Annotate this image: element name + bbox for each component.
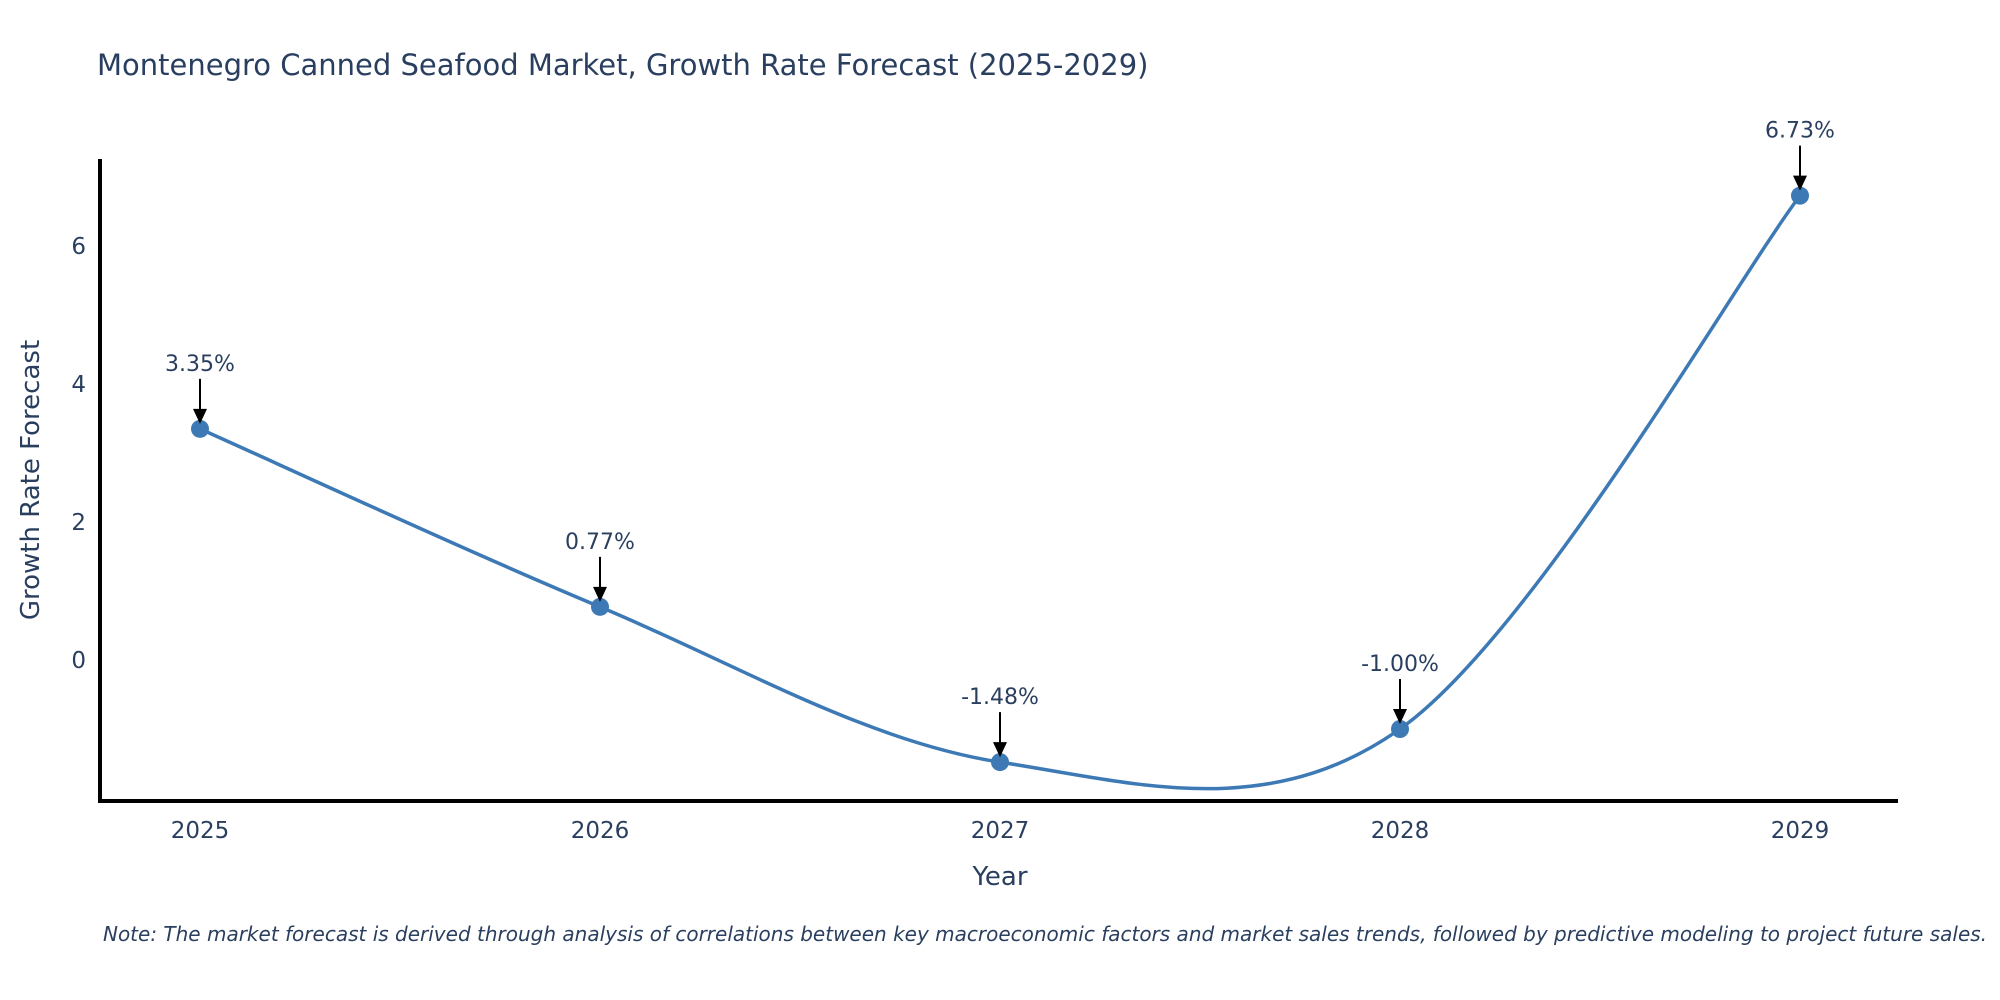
forecast-line: [198, 193, 1802, 791]
data-point: [191, 419, 209, 438]
x-tick-label: 2028: [1371, 818, 1430, 844]
data-point: [1391, 720, 1409, 738]
annotation-arrowhead-icon: [993, 742, 1007, 758]
chart-title: Montenegro Canned Seafood Market, Growth…: [97, 48, 1149, 82]
point-value-label: -1.48%: [961, 685, 1039, 710]
y-tick-label: 2: [71, 510, 86, 536]
chart-footnote: Note: The market forecast is derived thr…: [102, 922, 1988, 946]
annotation-arrowhead-icon: [1393, 709, 1407, 724]
data-point: [991, 753, 1009, 772]
point-value-label: 0.77%: [565, 530, 635, 555]
x-tick-label: 2029: [1771, 818, 1830, 844]
y-tick-label: 4: [71, 372, 86, 398]
y-tick-label: 0: [71, 648, 86, 674]
y-tick-label: 6: [71, 234, 86, 260]
x-axis-title: Year: [972, 862, 1028, 892]
x-tick-label: 2026: [571, 818, 630, 844]
data-point: [1791, 186, 1809, 205]
annotation-arrowhead-icon: [1793, 175, 1807, 191]
point-value-label: 3.35%: [165, 352, 235, 377]
x-tick-label: 2025: [171, 818, 230, 844]
y-axis-title: Growth Rate Forecast: [16, 339, 46, 621]
x-tick-label: 2027: [971, 818, 1030, 844]
point-value-label: -1.00%: [1361, 652, 1439, 677]
point-value-label: 6.73%: [1765, 119, 1835, 144]
data-point: [591, 597, 609, 616]
annotation-arrowhead-icon: [193, 408, 207, 424]
annotation-arrowhead-icon: [593, 586, 607, 602]
